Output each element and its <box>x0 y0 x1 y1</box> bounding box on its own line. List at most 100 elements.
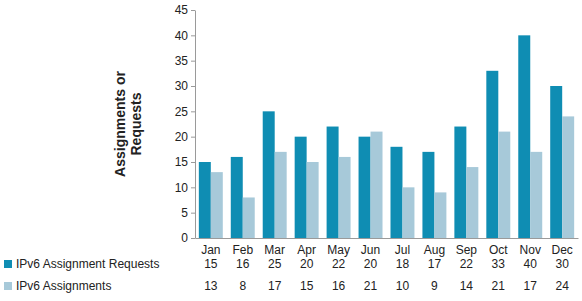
x-axis: Jan Feb Mar Apr May Jun Jul Aug Sep Oct Nov Dec <box>196 239 579 257</box>
y-tick-mark <box>191 238 195 239</box>
x-tick-label: Jan <box>201 243 220 257</box>
x-tick: Oct <box>489 243 508 257</box>
x-tick-label: Aug <box>424 243 445 257</box>
y-tick-label: 5 <box>181 206 188 220</box>
legend-label: IPv6 Assignments <box>16 279 111 293</box>
y-tick-mark <box>191 10 195 11</box>
x-tick: Nov <box>520 243 541 257</box>
table-value: 15 <box>300 279 314 293</box>
y-tick-label: 25 <box>175 105 189 119</box>
bar <box>339 157 351 238</box>
bar <box>211 172 223 238</box>
y-axis: 051015202530354045 <box>175 3 196 245</box>
bar <box>390 147 402 238</box>
table-value: 15 <box>204 257 218 271</box>
bar <box>243 197 255 238</box>
x-axis-line <box>196 238 579 239</box>
y-tick-label: 20 <box>175 130 189 144</box>
table-value: 8 <box>239 279 246 293</box>
bar <box>434 192 446 238</box>
y-tick-label: 10 <box>175 181 189 195</box>
bar <box>402 187 414 238</box>
bar <box>231 157 243 238</box>
bar <box>454 127 466 238</box>
x-tick-label: Sep <box>456 243 478 257</box>
table-value: 17 <box>428 257 442 271</box>
y-tick-mark <box>191 61 195 62</box>
bar <box>550 86 562 238</box>
y-tick: 20 <box>175 130 195 144</box>
bar <box>371 132 383 238</box>
y-axis-line <box>195 11 196 239</box>
y-tick-label: 30 <box>175 79 189 93</box>
y-tick-mark <box>191 86 195 87</box>
bar <box>307 162 319 238</box>
data-table: IPv6 Assignment Requests 15 16 25 20 22 20 18 17… <box>4 257 569 293</box>
legend-label: IPv6 Assignment Requests <box>16 257 159 271</box>
y-axis-title: Assignments orRequests <box>112 71 144 177</box>
table-value: 24 <box>556 279 570 293</box>
table-value: 40 <box>524 257 538 271</box>
y-tick: 45 <box>175 3 195 17</box>
x-tick-label: Apr <box>297 243 316 257</box>
x-tick: Aug <box>424 243 445 257</box>
x-tick: May <box>327 243 350 257</box>
y-tick-label: 40 <box>175 29 189 43</box>
bar <box>562 116 574 238</box>
y-tick-label: 35 <box>175 54 189 68</box>
y-tick: 35 <box>175 54 195 68</box>
bar <box>359 137 371 238</box>
x-tick: Jul <box>395 243 410 257</box>
bar <box>263 111 275 238</box>
bar <box>530 152 542 238</box>
x-tick-label: Dec <box>552 243 573 257</box>
x-tick: Jan <box>201 243 220 257</box>
y-tick-label: 45 <box>175 3 189 17</box>
y-tick-mark <box>191 35 195 36</box>
bars <box>199 35 574 238</box>
legend-swatch <box>4 260 12 268</box>
bar <box>275 152 287 238</box>
table-value: 22 <box>332 257 346 271</box>
table-value: 16 <box>236 257 250 271</box>
table-value: 20 <box>300 257 314 271</box>
x-tick-label: Feb <box>232 243 253 257</box>
x-tick-label: May <box>327 243 350 257</box>
y-tick-mark <box>191 137 195 138</box>
table-value: 9 <box>431 279 438 293</box>
y-tick: 5 <box>181 206 195 220</box>
table-value: 21 <box>364 279 378 293</box>
table-value: 18 <box>396 257 410 271</box>
x-tick: Apr <box>297 243 316 257</box>
table-value: 14 <box>460 279 474 293</box>
chart: 051015202530354045JanFebMarAprMayJunJulA… <box>0 0 582 301</box>
table-value: 30 <box>556 257 570 271</box>
x-tick-label: Jun <box>361 243 380 257</box>
x-tick: Feb <box>232 243 253 257</box>
bar <box>199 162 211 238</box>
bar <box>498 132 510 238</box>
x-tick-label: Mar <box>264 243 285 257</box>
y-tick: 15 <box>175 155 195 169</box>
y-tick: 30 <box>175 79 195 93</box>
table-value: 22 <box>460 257 474 271</box>
bar <box>295 137 307 238</box>
y-tick-mark <box>191 111 195 112</box>
table-value: 16 <box>332 279 346 293</box>
table-value: 25 <box>268 257 282 271</box>
x-tick: Jun <box>361 243 380 257</box>
y-tick: 25 <box>175 105 195 119</box>
x-tick: Mar <box>264 243 285 257</box>
x-tick: Sep <box>456 243 478 257</box>
bar <box>486 71 498 238</box>
y-tick: 40 <box>175 29 195 43</box>
x-tick-label: Jul <box>395 243 410 257</box>
bar <box>327 127 339 238</box>
table-value: 17 <box>268 279 282 293</box>
y-tick-label: 15 <box>175 155 189 169</box>
table-value: 10 <box>396 279 410 293</box>
table-value: 17 <box>524 279 538 293</box>
table-value: 20 <box>364 257 378 271</box>
x-tick: Dec <box>552 243 573 257</box>
y-tick: 10 <box>175 181 195 195</box>
